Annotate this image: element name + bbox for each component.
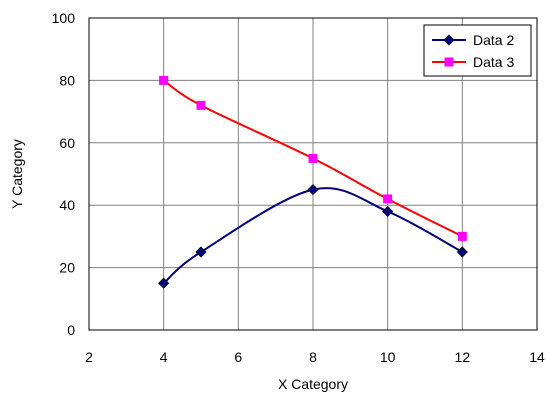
y-tick-label: 80 — [59, 72, 75, 88]
y-tick-label: 0 — [67, 322, 75, 338]
y-tick-label: 60 — [59, 135, 75, 151]
x-tick-label: 4 — [160, 349, 168, 365]
series-1 — [158, 184, 468, 289]
plot-area — [88, 17, 538, 331]
x-tick-label: 12 — [455, 349, 471, 365]
series-2 — [159, 75, 467, 241]
y-axis-title: Y Category — [9, 139, 25, 209]
data-point — [456, 246, 468, 258]
legend-item: Data 2 — [432, 32, 514, 48]
data-point — [159, 75, 169, 85]
legend-marker — [443, 34, 455, 46]
legend-marker — [444, 57, 454, 67]
x-axis-title: X Category — [278, 376, 348, 392]
x-tick-label: 8 — [309, 349, 317, 365]
x-tick-label: 14 — [529, 349, 545, 365]
tick-labels: 2 4 6 8 10 12 14 0 20 40 60 80 100 — [52, 10, 545, 365]
data-point — [195, 246, 207, 258]
data-point — [308, 153, 318, 163]
data-point — [307, 184, 319, 196]
legend-label: Data 3 — [473, 54, 514, 70]
data-point — [383, 194, 393, 204]
data-point — [158, 277, 170, 289]
data-point — [457, 231, 467, 241]
y-tick-label: 20 — [59, 260, 75, 276]
x-tick-label: 6 — [234, 349, 242, 365]
data-point — [196, 100, 206, 110]
y-tick-label: 40 — [59, 197, 75, 213]
y-tick-label: 100 — [52, 10, 76, 26]
legend-label: Data 2 — [473, 32, 514, 48]
legend-box — [423, 24, 532, 77]
data-point — [382, 205, 394, 218]
x-tick-label: 10 — [380, 349, 396, 365]
legend: Data 2 Data 3 — [423, 24, 532, 77]
legend-item: Data 3 — [432, 54, 514, 70]
series-layer — [158, 75, 468, 289]
x-tick-label: 2 — [85, 349, 93, 365]
